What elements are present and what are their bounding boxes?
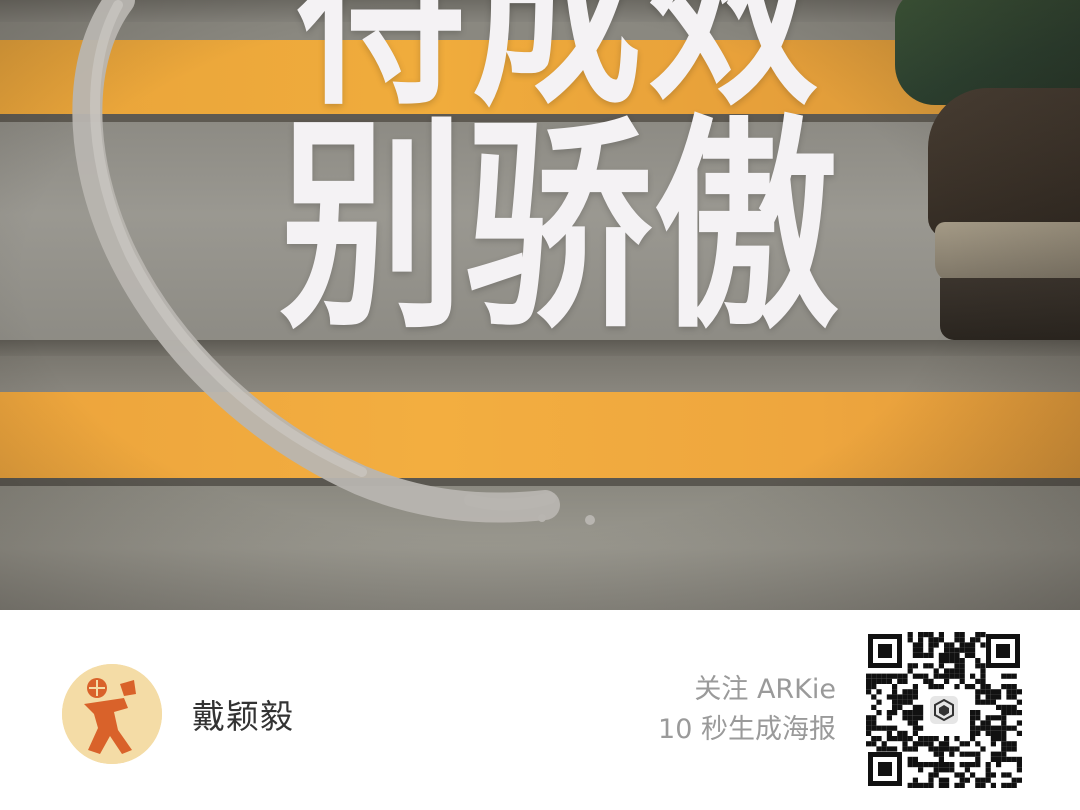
stair-riser: [0, 0, 1080, 22]
headline-line-2: 别骄傲: [279, 95, 841, 360]
stair-yellow-stripe: [0, 392, 1080, 482]
arkie-logo-icon: [926, 692, 962, 728]
poster-image: 待成效 别骄傲: [0, 0, 1080, 610]
promo-line-2: 10 秒生成海报: [658, 714, 836, 745]
shoe: [928, 88, 1080, 238]
brush-ring: [72, 0, 595, 525]
author-avatar: [62, 664, 162, 764]
author-name: 戴颖毅: [192, 697, 294, 736]
headline-line-1: 待成效: [295, 0, 824, 135]
qr-code[interactable]: [864, 630, 1024, 790]
stair-edge: [0, 114, 1080, 122]
qr-code-icon: [864, 630, 1024, 790]
poster-headline: 待成效 别骄傲: [250, 0, 870, 340]
stair-riser: [0, 122, 1080, 354]
promo-line-1: 关注 ARKie: [694, 674, 836, 705]
shoe-tread: [940, 278, 1080, 340]
stair-edge: [0, 478, 1080, 486]
poster-footer: 戴颖毅 关注 ARKie 10 秒生成海报: [0, 610, 1080, 810]
stair-edge: [0, 340, 1080, 358]
shoe-sole: [935, 222, 1080, 282]
pants-leg: [895, 0, 1080, 105]
promo-text: 关注 ARKie 10 秒生成海报: [658, 670, 836, 750]
person-avatar-icon: [62, 664, 162, 764]
